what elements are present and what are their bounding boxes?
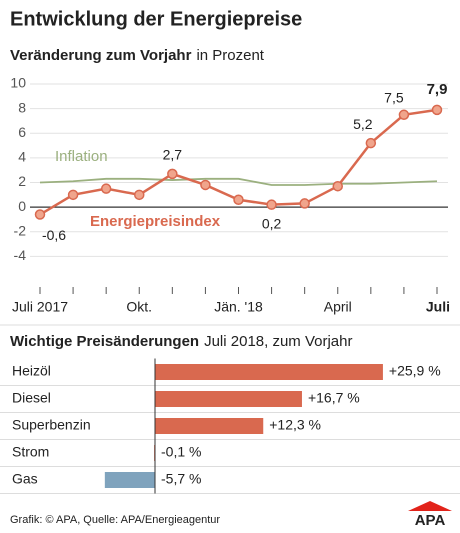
point	[134, 189, 145, 201]
category-label: Diesel	[12, 390, 51, 406]
category-label: Heizöl	[12, 363, 51, 379]
bar	[155, 391, 302, 407]
point	[365, 137, 377, 149]
chart-title: Veränderung zum Vorjahr	[10, 47, 192, 64]
point	[34, 209, 46, 220]
point	[167, 168, 178, 180]
bar	[155, 418, 264, 434]
y-tick-label: 6	[18, 124, 26, 140]
category-label: Superbenzin	[12, 417, 91, 433]
data-label: 7,9	[427, 81, 448, 98]
point	[266, 199, 277, 210]
data-label: +12,3 %	[269, 417, 321, 433]
page-title: Entwicklung der Energiepreise	[10, 8, 302, 30]
point	[233, 194, 244, 205]
x-tick-label: Juli 2017	[12, 299, 68, 315]
series-line	[39, 177, 438, 186]
data-label: -0,1 %	[161, 444, 201, 460]
logo: APA	[408, 501, 452, 529]
bar	[155, 364, 383, 380]
chart-title: Wichtige Preisänderungen	[10, 333, 199, 350]
series-label: Energiepreisindex	[90, 213, 221, 230]
point	[299, 198, 310, 209]
point	[200, 179, 211, 191]
y-tick-label: 2	[18, 173, 26, 189]
x-tick-label: Okt.	[126, 299, 152, 315]
data-label: +25,9 %	[389, 363, 441, 379]
data-label: -0,6	[42, 227, 66, 243]
point	[431, 104, 443, 116]
category-label: Strom	[12, 444, 49, 460]
data-label: 5,2	[353, 116, 373, 132]
point	[67, 189, 79, 201]
chart-subtitle: in Prozent	[196, 47, 264, 64]
data-label: +16,7 %	[308, 390, 360, 406]
bar-title: Wichtige Preisänderungen Juli 2018, zum V…	[10, 333, 353, 350]
data-label: -5,7 %	[161, 471, 201, 487]
y-tick-label: -4	[14, 247, 27, 263]
data-label: 2,7	[163, 147, 183, 163]
point	[332, 180, 343, 192]
data-label: 7,5	[384, 89, 404, 105]
y-tick-label: -2	[14, 222, 27, 238]
x-tick-label: April	[324, 299, 352, 315]
x-tick-label: Jän. '18	[214, 299, 263, 315]
y-tick-label: 0	[18, 198, 26, 214]
series-label: Inflation	[55, 148, 108, 165]
source: Grafik: © APA, Quelle: APA/Energieagentu…	[10, 514, 220, 526]
data-label: 0,2	[262, 215, 282, 231]
bar	[104, 472, 155, 488]
logo-roof	[408, 501, 452, 511]
x-tick-label: Juli	[426, 299, 450, 315]
chart-subtitle: Juli 2018, zum Vorjahr	[204, 333, 352, 350]
point	[398, 109, 410, 121]
category-label: Gas	[12, 471, 38, 487]
point	[100, 183, 112, 194]
y-tick-label: 8	[18, 99, 26, 115]
line-title: Veränderung zum Vorjahr in Prozent	[10, 47, 265, 64]
logo-text: APA	[415, 512, 446, 529]
y-tick-label: 10	[10, 75, 26, 91]
y-tick-label: 4	[18, 149, 26, 165]
